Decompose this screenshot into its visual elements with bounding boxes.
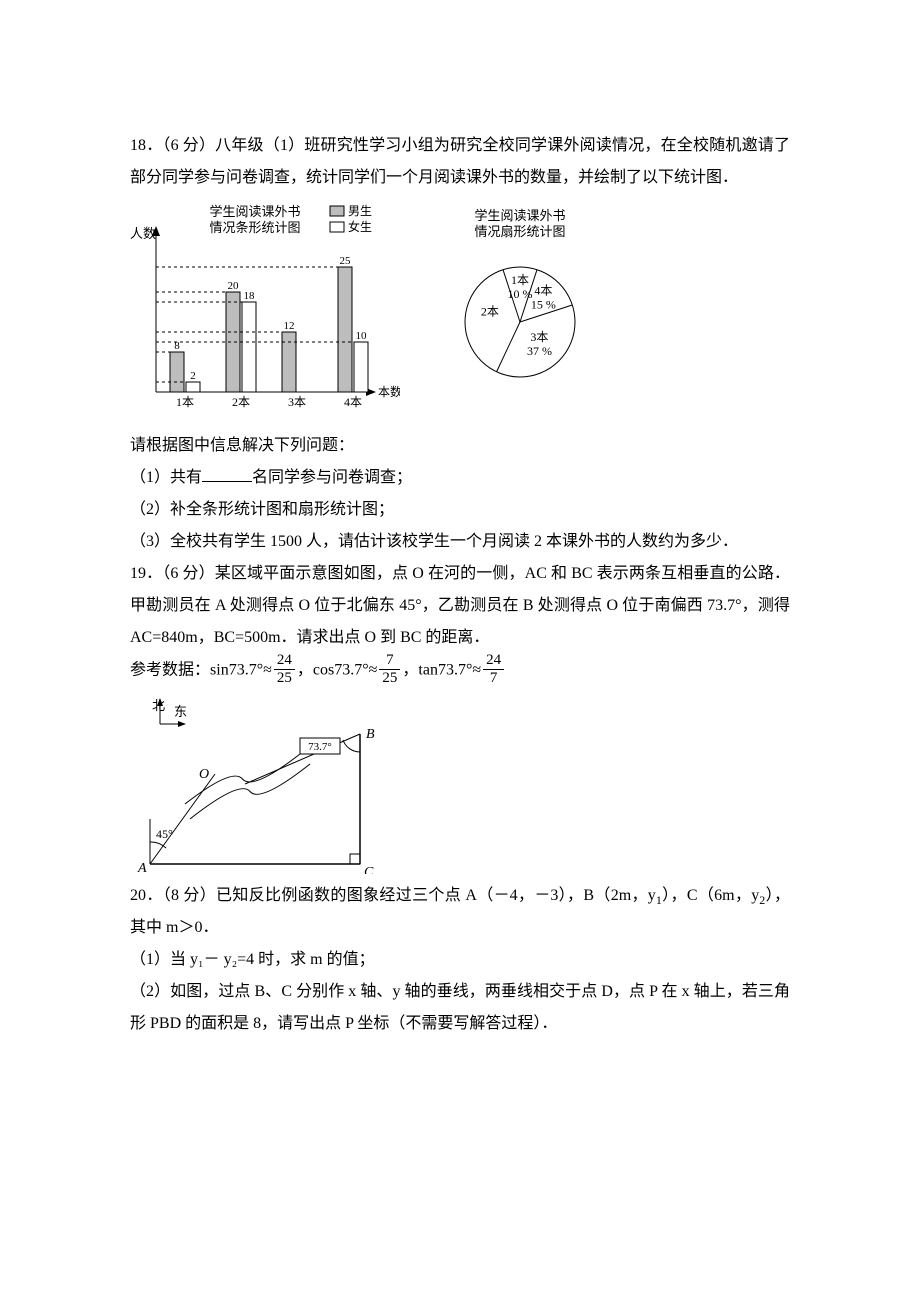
q19-points: （6 分） [162, 565, 214, 582]
q19-cos: ，cos73.7°≈ [297, 662, 378, 679]
q19-tan: ，tan73.7°≈ [402, 662, 481, 679]
q18-blank [202, 465, 252, 482]
q20-body-b: ），C（6m，y [662, 887, 759, 904]
svg-text:4本: 4本 [534, 284, 552, 298]
q18-afterfig: 请根据图中信息解决下列问题： [130, 430, 790, 462]
q18-points: （6 分） [162, 137, 215, 154]
q18-bar-chart: 学生阅读课外书情况条形统计图人数男生女生本数821本20182本123本2510… [120, 202, 400, 422]
q18-p3: （3）全校共有学生 1500 人，请估计该校学生一个月阅读 2 本课外书的人数约… [130, 526, 790, 558]
q19-body: 19．（6 分）某区域平面示意图如图，点 O 在河的一侧，AC 和 BC 表示两… [130, 558, 790, 654]
q18-p2: （2）补全条形统计图和扇形统计图； [130, 494, 790, 526]
q19-diagram: 北东 45° O 73.7° A C B [130, 694, 420, 874]
svg-text:学生阅读课外书: 学生阅读课外书 [209, 204, 300, 219]
svg-text:10: 10 [356, 330, 368, 342]
q19-frac-tan: 247 [483, 652, 504, 686]
svg-text:45°: 45° [156, 827, 173, 841]
svg-text:18: 18 [244, 290, 256, 302]
svg-text:4本: 4本 [344, 395, 362, 409]
q18-p1-b: 名同学参与问卷调查； [252, 469, 412, 486]
svg-text:B: B [366, 727, 375, 742]
svg-text:东: 东 [174, 704, 187, 719]
q19-frac-cos: 725 [379, 652, 400, 686]
svg-text:10 %: 10 % [508, 287, 533, 301]
q18-number: 18． [130, 137, 162, 154]
q19-frac-sin: 2425 [274, 652, 295, 686]
svg-text:女生: 女生 [348, 219, 372, 234]
q18-pie-chart: 学生阅读课外书情况扇形统计图 1本10 %4本15 % 3本37 % 2本 [420, 202, 620, 402]
svg-text:1本: 1本 [511, 273, 529, 287]
q18-introtext: 八年级（1）班研究性学习小组为研究全校同学课外阅读情况，在全校随机邀请了部分同学… [130, 137, 790, 186]
q18-p1: （1）共有 名同学参与问卷调查； [130, 462, 790, 494]
svg-text:北: 北 [152, 698, 165, 713]
q19-hint-prefix: 参考数据： [130, 662, 210, 679]
svg-text:情况条形统计图: 情况条形统计图 [209, 220, 300, 235]
q19-sin: sin73.7°≈ [210, 662, 272, 679]
q18-p1-a: （1）共有 [130, 469, 202, 486]
svg-text:A: A [137, 861, 147, 874]
svg-text:20: 20 [228, 280, 240, 292]
q20-number: 20． [130, 887, 163, 904]
q20-body: 20．（8 分）已知反比例函数的图象经过三个点 A（－4，－3），B（2m，y1… [130, 880, 790, 944]
q19-figure: 北东 45° O 73.7° A C B [130, 694, 790, 874]
svg-text:情况扇形统计图: 情况扇形统计图 [474, 224, 565, 239]
q20-p2: （2）如图，过点 B、C 分别作 x 轴、y 轴的垂线，两垂线相交于点 D，点 … [130, 976, 790, 1040]
svg-text:3本: 3本 [530, 330, 548, 344]
q19-number: 19． [130, 565, 162, 582]
svg-text:学生阅读课外书: 学生阅读课外书 [474, 208, 565, 223]
q20-body-a: 已知反比例函数的图象经过三个点 A（－4，－3），B（2m，y [216, 887, 656, 904]
svg-text:73.7°: 73.7° [308, 741, 332, 753]
svg-text:2本: 2本 [481, 304, 499, 318]
svg-text:2本: 2本 [232, 395, 250, 409]
q18-figure: 学生阅读课外书情况条形统计图人数男生女生本数821本20182本123本2510… [120, 202, 790, 422]
svg-text:12: 12 [284, 320, 295, 332]
svg-text:3本: 3本 [288, 395, 306, 409]
svg-text:本数: 本数 [378, 384, 400, 399]
svg-text:2: 2 [190, 370, 196, 382]
svg-text:人数: 人数 [130, 226, 156, 241]
svg-text:男生: 男生 [348, 204, 372, 218]
q19-bodytext: 某区域平面示意图如图，点 O 在河的一侧，AC 和 BC 表示两条互相垂直的公路… [130, 565, 790, 646]
q20-p1: （1）当 y₁－ y₂=4 时，求 m 的值； [130, 944, 790, 976]
q18-intro: 18．（6 分）八年级（1）班研究性学习小组为研究全校同学课外阅读情况，在全校随… [130, 130, 790, 194]
svg-text:15 %: 15 % [531, 298, 556, 312]
svg-text:O: O [199, 767, 209, 782]
q20-points: （8 分） [163, 887, 216, 904]
svg-text:25: 25 [340, 255, 352, 267]
svg-text:37 %: 37 % [527, 344, 552, 358]
svg-text:C: C [364, 865, 374, 874]
svg-text:1本: 1本 [176, 395, 194, 409]
q19-hint: 参考数据：sin73.7°≈2425，cos73.7°≈725，tan73.7°… [130, 654, 790, 688]
